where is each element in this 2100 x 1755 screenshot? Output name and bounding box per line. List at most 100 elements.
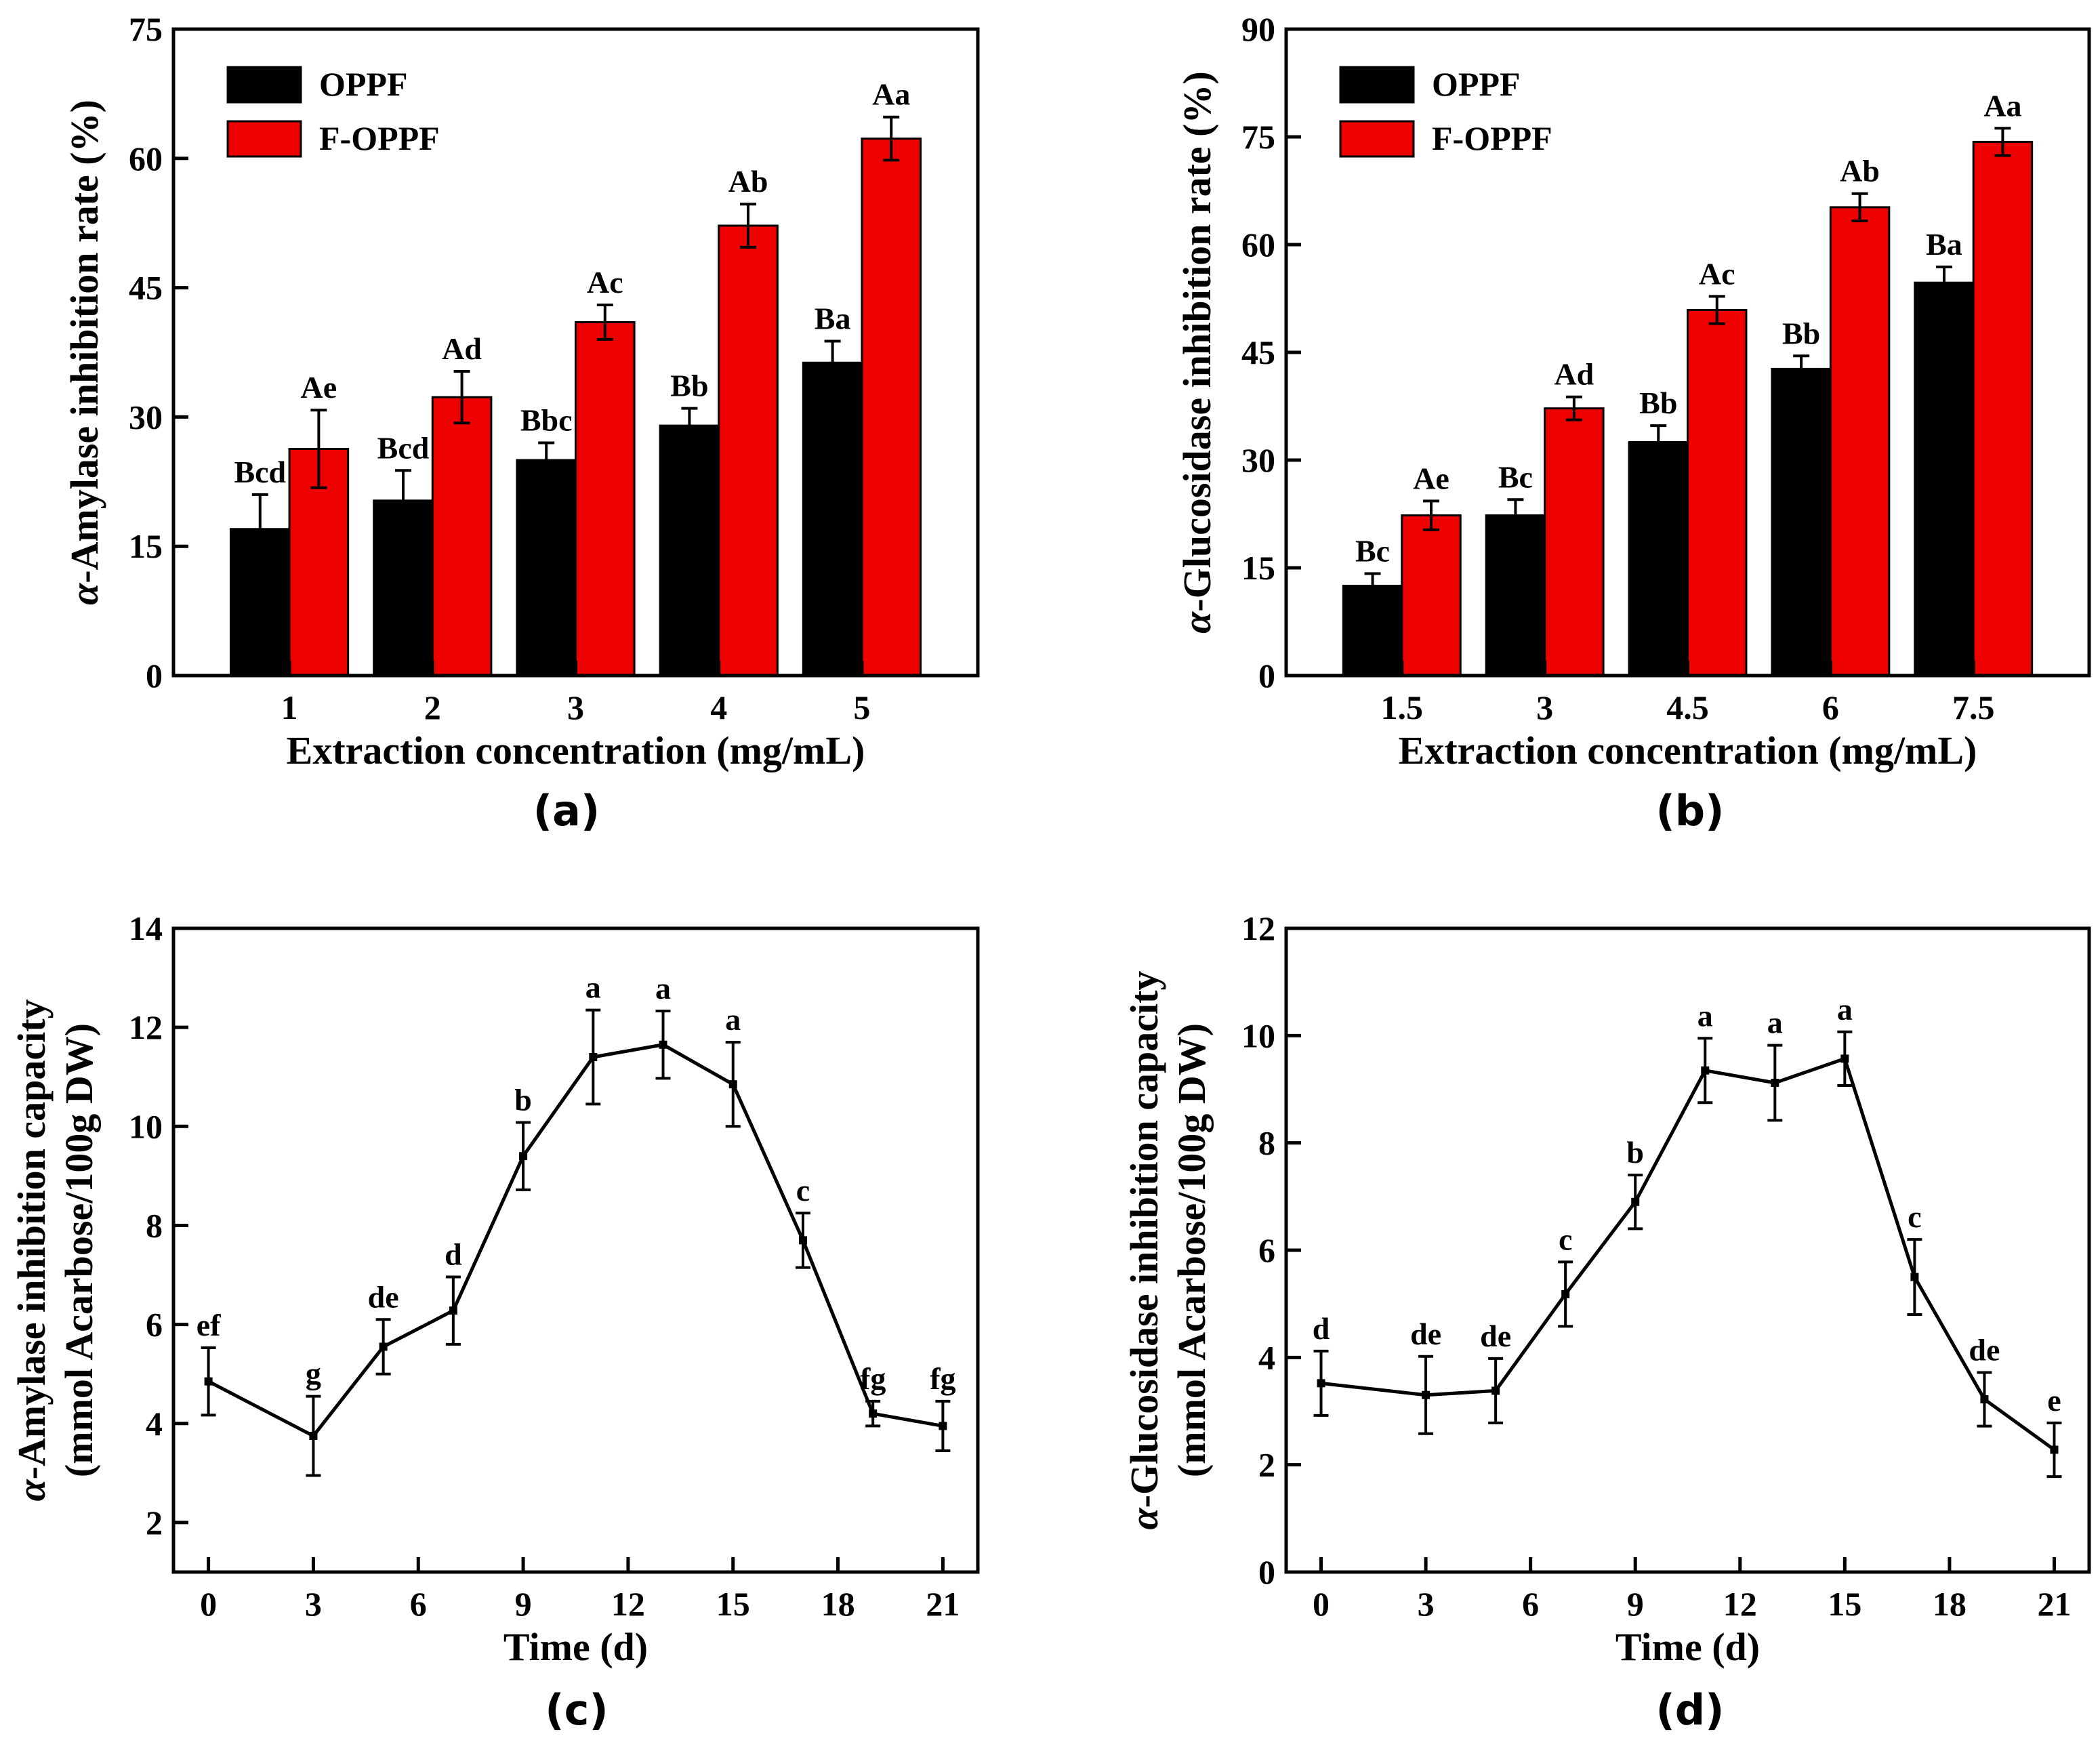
significance-label: Aa bbox=[872, 77, 910, 112]
data-point bbox=[1631, 1197, 1640, 1206]
y-tick-label: 75 bbox=[129, 10, 163, 48]
y-tick-label: 0 bbox=[1258, 657, 1275, 695]
bar-oppf bbox=[516, 459, 577, 677]
x-tick-label: 0 bbox=[200, 1585, 217, 1623]
significance-label: a bbox=[1837, 992, 1853, 1027]
significance-label: ef bbox=[197, 1308, 221, 1342]
y-axis-label-alpha: α bbox=[9, 1479, 54, 1502]
bar-f-oppf bbox=[1829, 206, 1891, 677]
significance-label: Ae bbox=[301, 370, 337, 405]
x-axis-label: Time (d) bbox=[1615, 1625, 1760, 1669]
x-tick-label: 2 bbox=[424, 688, 441, 726]
bar-f-oppf bbox=[861, 138, 922, 677]
series-line bbox=[1321, 1056, 2055, 1451]
data-point bbox=[869, 1409, 878, 1418]
y-tick-label: 45 bbox=[1241, 333, 1275, 371]
data-point bbox=[1561, 1289, 1570, 1298]
y-tick-label: 12 bbox=[1241, 909, 1275, 947]
y-axis-label-text: -Glucosidase inhibition rate (%) bbox=[1175, 71, 1219, 612]
legend-swatch-oppf bbox=[226, 66, 302, 104]
significance-label: Ad bbox=[442, 331, 482, 366]
y-tick-label: 90 bbox=[1241, 10, 1275, 48]
bar-oppf bbox=[802, 361, 863, 677]
panel-label: (b) bbox=[1655, 786, 1724, 835]
bar-f-oppf bbox=[575, 321, 636, 677]
x-tick-label: 12 bbox=[1723, 1585, 1757, 1623]
bar-f-oppf bbox=[431, 396, 493, 677]
y-axis-label-text: -Amylase inhibition rate (%) bbox=[62, 100, 106, 583]
panel-label: (c) bbox=[545, 1685, 608, 1735]
significance-label: Ab bbox=[1840, 154, 1880, 188]
significance-label: d bbox=[445, 1237, 462, 1271]
data-point bbox=[204, 1377, 213, 1386]
y-tick-label: 0 bbox=[146, 657, 163, 695]
bar-f-oppf bbox=[1401, 514, 1462, 677]
significance-label: c bbox=[1908, 1199, 1921, 1234]
y-tick-label: 8 bbox=[146, 1206, 163, 1244]
x-axis-label: Time (d) bbox=[503, 1625, 648, 1669]
x-tick-label: 3 bbox=[305, 1585, 322, 1623]
data-point bbox=[519, 1152, 528, 1161]
plot-frame bbox=[1284, 926, 2091, 1574]
significance-label: a bbox=[585, 970, 601, 1005]
data-point bbox=[309, 1432, 318, 1441]
data-point bbox=[728, 1080, 737, 1089]
x-tick-label: 12 bbox=[611, 1585, 645, 1623]
x-tick-label: 1.5 bbox=[1381, 688, 1424, 726]
significance-label: d bbox=[1313, 1311, 1330, 1346]
y-tick-label: 6 bbox=[146, 1306, 163, 1344]
significance-label: c bbox=[1559, 1222, 1572, 1256]
data-point bbox=[449, 1306, 457, 1315]
x-tick-label: 21 bbox=[2037, 1585, 2071, 1623]
significance-label: a bbox=[1767, 1006, 1783, 1040]
significance-label: Bc bbox=[1355, 533, 1390, 568]
significance-label: Bcd bbox=[377, 430, 430, 465]
significance-label: Ba bbox=[1926, 227, 1962, 262]
y-tick-label: 45 bbox=[129, 269, 163, 307]
x-tick-label: 1 bbox=[281, 688, 298, 726]
y-tick-label: 8 bbox=[1258, 1124, 1275, 1162]
data-point bbox=[1840, 1054, 1849, 1063]
significance-label: c bbox=[796, 1173, 810, 1207]
significance-label: Ab bbox=[728, 164, 768, 199]
significance-label: e bbox=[2047, 1383, 2061, 1418]
x-tick-label: 4 bbox=[710, 688, 727, 726]
x-tick-label: 3 bbox=[1418, 1585, 1435, 1623]
y-tick-label: 6 bbox=[1258, 1231, 1275, 1269]
y-tick-label: 30 bbox=[129, 398, 163, 436]
significance-label: de bbox=[1410, 1317, 1441, 1351]
x-tick-label: 3 bbox=[567, 688, 584, 726]
significance-label: Bb bbox=[670, 369, 708, 403]
significance-label: Ac bbox=[1699, 256, 1735, 291]
legend-label: F-OPPF bbox=[319, 119, 440, 157]
bar-f-oppf bbox=[718, 224, 779, 677]
y-axis-label: α-Amylase inhibition rate (%) bbox=[62, 100, 106, 605]
data-point bbox=[589, 1053, 598, 1061]
x-tick-label: 15 bbox=[1828, 1585, 1861, 1623]
y-tick-label: 60 bbox=[129, 140, 163, 178]
bar-chart-b: Bc Ae 1.5 Bc Ad 3 Bb Ac 4.5 Bb Ab 6 Ba Aa 7.5 OPPF F-OPP… bbox=[1175, 10, 2091, 835]
y-tick-label: 15 bbox=[1241, 549, 1275, 587]
legend-swatch-f-oppf bbox=[1339, 120, 1415, 158]
x-tick-label: 9 bbox=[515, 1585, 532, 1623]
significance-label: a bbox=[655, 971, 671, 1006]
data-point bbox=[1491, 1386, 1500, 1395]
y-axis-label: α-Glucosidase inhibition rate (%) bbox=[1175, 71, 1219, 634]
y-tick-label: 2 bbox=[146, 1504, 163, 1542]
plot-frame bbox=[171, 926, 980, 1574]
data-point bbox=[1317, 1379, 1325, 1388]
x-tick-label: 9 bbox=[1627, 1585, 1644, 1623]
significance-label: fg bbox=[930, 1361, 955, 1396]
y-tick-label: 4 bbox=[146, 1405, 163, 1443]
bar-chart-a: Bcd Ae 1 Bcd Ad 2 Bbc Ac 3 Bb Ab 4 Ba Aa 5 OPPF F-OPPF 0 1… bbox=[62, 10, 980, 835]
y-tick-label: 0 bbox=[1258, 1553, 1275, 1591]
significance-label: Ac bbox=[587, 265, 623, 300]
x-tick-label: 4.5 bbox=[1666, 688, 1709, 726]
y-axis-label: α-Glucosidase inhibition capacity bbox=[1122, 971, 1166, 1530]
y-tick-label: 4 bbox=[1258, 1338, 1275, 1376]
data-point bbox=[1771, 1079, 1779, 1087]
y-axis-label-line2: (mmol Acarbose/100g DW) bbox=[57, 1023, 101, 1477]
legend-label: F-OPPF bbox=[1432, 119, 1552, 157]
